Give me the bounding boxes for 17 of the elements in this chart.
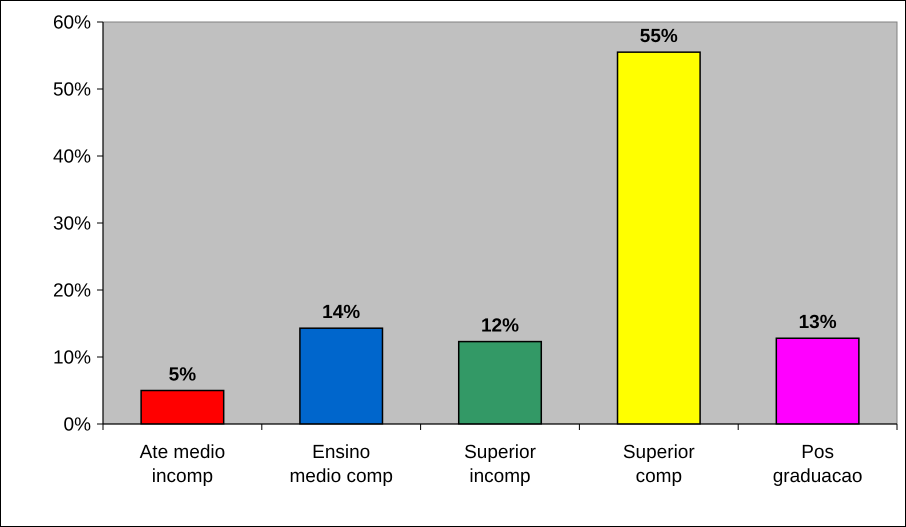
y-tick-label: 10%: [52, 348, 92, 369]
x-tick-label: Superior comp: [622, 442, 696, 487]
y-tick-label: 40%: [52, 146, 92, 168]
data-label: 5%: [168, 364, 196, 386]
x-tick-label: Pos graduacao: [772, 442, 862, 487]
y-tick-label: 50%: [52, 80, 92, 101]
data-label: 55%: [640, 26, 678, 48]
y-tick-label: 20%: [52, 280, 92, 302]
y-tick-label: 30%: [52, 214, 92, 235]
x-tick-label: Superior incomp: [464, 442, 537, 487]
data-label: 14%: [322, 302, 360, 324]
x-tick-label: Ate medio incomp: [140, 442, 226, 487]
data-label: 13%: [798, 312, 837, 334]
data-label: 12%: [480, 316, 520, 337]
y-tick-label: 60%: [52, 12, 92, 34]
y-tick-label: 0%: [64, 414, 92, 436]
x-tick-label: Ensino medio comp: [289, 442, 393, 487]
